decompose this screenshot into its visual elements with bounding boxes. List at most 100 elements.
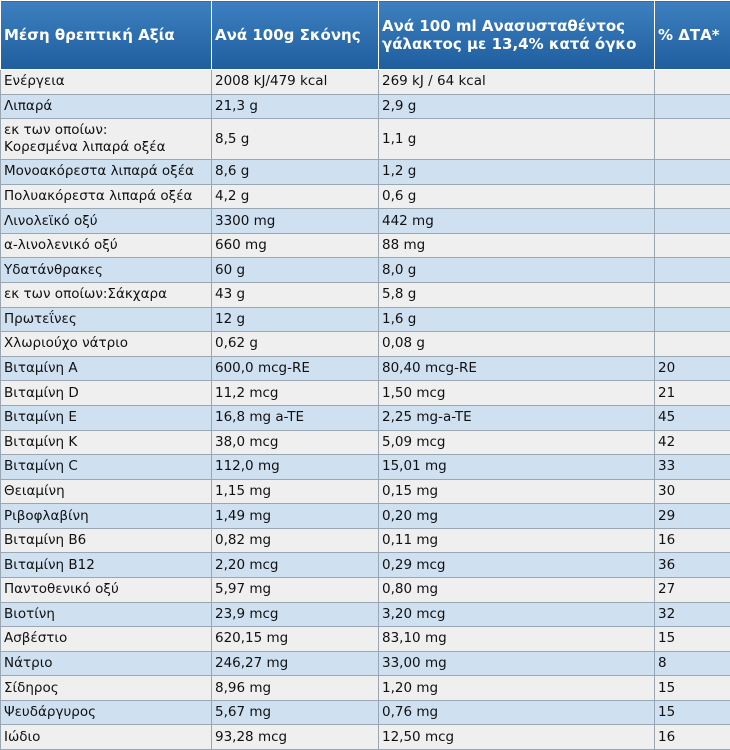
table-cell: 16	[654, 724, 730, 750]
table-cell: 93,28 mcg	[211, 724, 379, 750]
table-cell: Ριβοφλαβίνη	[0, 503, 212, 529]
table-row: Ενέργεια 2008 kJ/479 kcal 269 kJ / 64 kcal	[0, 69, 730, 95]
table-cell: 23,9 mcg	[211, 601, 379, 628]
table-cell: Ψευδάργυρος	[0, 699, 212, 726]
table-cell: 20	[654, 355, 730, 382]
table-cell: 1,6 g	[378, 306, 655, 333]
table-row: Βιοτίνη 23,9 mcg 3,20 mcg 32	[0, 601, 730, 628]
table-cell: Βιταμίνη K	[0, 429, 212, 456]
table-cell: 36	[654, 552, 730, 578]
table-cell: 33,00 mg	[378, 650, 655, 677]
table-cell: 30	[654, 478, 730, 505]
table-cell	[654, 93, 730, 120]
table-cell: 0,20 mg	[378, 503, 655, 529]
table-cell: 32	[654, 601, 730, 628]
table-cell: Θειαμίνη	[0, 478, 212, 505]
table-cell: 0,29 mcg	[378, 552, 655, 578]
table-row: Βιταμίνη B12 2,20 mcg 0,29 mcg 36	[0, 552, 730, 578]
table-cell: Ιώδιο	[0, 724, 212, 750]
table-cell	[654, 69, 730, 95]
table-cell	[654, 159, 730, 185]
table-cell	[654, 118, 730, 161]
table-cell: 15,01 mg	[378, 454, 655, 480]
table-cell: 2008 kJ/479 kcal	[211, 69, 379, 95]
table-cell: Νάτριο	[0, 650, 212, 677]
table-cell: 600,0 mcg-RE	[211, 355, 379, 382]
table-cell: 112,0 mg	[211, 454, 379, 480]
table-row: α-λινολενικό οξύ 660 mg 88 mg	[0, 232, 730, 259]
table-cell: 1,15 mg	[211, 478, 379, 505]
table-cell: 2,20 mcg	[211, 552, 379, 578]
table-cell: 8,5 g	[211, 118, 379, 161]
table-row: Λιπαρά 21,3 g 2,9 g	[0, 93, 730, 120]
table-cell: 0,80 mg	[378, 576, 655, 603]
table-row: Πρωτεΐνες 12 g 1,6 g	[0, 306, 730, 333]
table-cell: 80,40 mcg-RE	[378, 355, 655, 382]
table-cell: 33	[654, 454, 730, 480]
header-cell: Μέση θρεπτική Αξία	[0, 0, 212, 70]
table-cell: Πρωτεΐνες	[0, 306, 212, 333]
table-cell: 21	[654, 380, 730, 406]
header-cell: % ΔΤΑ*	[654, 0, 730, 70]
table-cell: 3300 mg	[211, 208, 379, 234]
table-row: Πολυακόρεστα λιπαρά οξέα 4,2 g 0,6 g	[0, 183, 730, 210]
table-cell	[654, 257, 730, 284]
table-cell: Βιταμίνη D	[0, 380, 212, 406]
table-cell: 16	[654, 527, 730, 554]
table-row: Ασβέστιο 620,15 mg 83,10 mg 15	[0, 626, 730, 652]
table-cell: εκ των οποίων:Σάκχαρα	[0, 282, 212, 308]
table-row: Βιταμίνη A 600,0 mcg-RE 80,40 mcg-RE 20	[0, 355, 730, 382]
table-cell	[654, 282, 730, 308]
table-cell: 88 mg	[378, 232, 655, 259]
table-cell: Λιπαρά	[0, 93, 212, 120]
table-row: Βιταμίνη B6 0,82 mg 0,11 mg 16	[0, 527, 730, 554]
table-cell: 42	[654, 429, 730, 456]
table-row: Βιταμίνη E 16,8 mg a-TE 2,25 mg-a-TE 45	[0, 404, 730, 431]
table-row: Νάτριο 246,27 mg 33,00 mg 8	[0, 650, 730, 677]
table-cell: 60 g	[211, 257, 379, 284]
table-row: Χλωριούχο νάτριο 0,62 g 0,08 g	[0, 331, 730, 357]
table-row: Ριβοφλαβίνη 1,49 mg 0,20 mg 29	[0, 503, 730, 529]
table-row: Υδατάνθρακες 60 g 8,0 g	[0, 257, 730, 284]
table-cell: 3,20 mcg	[378, 601, 655, 628]
table-cell: Μονοακόρεστα λιπαρά οξέα	[0, 159, 212, 185]
table-row: Βιταμίνη D 11,2 mcg 1,50 mcg 21	[0, 380, 730, 406]
table-cell: 8	[654, 650, 730, 677]
table-cell: 2,9 g	[378, 93, 655, 120]
table-cell	[654, 208, 730, 234]
table-cell	[654, 306, 730, 333]
table-cell: α-λινολενικό οξύ	[0, 232, 212, 259]
table-cell: 0,62 g	[211, 331, 379, 357]
table-cell: 246,27 mg	[211, 650, 379, 677]
table-cell: 5,97 mg	[211, 576, 379, 603]
table-row: Σίδηρος 8,96 mg 1,20 mg 15	[0, 675, 730, 701]
table-cell	[654, 232, 730, 259]
table-row: εκ των οποίων: Κορεσμένα λιπαρά οξέα 8,5 …	[0, 118, 730, 161]
table-cell: 2,25 mg-a-TE	[378, 404, 655, 431]
table-cell: Χλωριούχο νάτριο	[0, 331, 212, 357]
table-cell: 8,96 mg	[211, 675, 379, 701]
table-cell: 1,49 mg	[211, 503, 379, 529]
table-cell: Ασβέστιο	[0, 626, 212, 652]
table-cell: 1,2 g	[378, 159, 655, 185]
table-cell: 43 g	[211, 282, 379, 308]
table-cell: 0,08 g	[378, 331, 655, 357]
header-row: Μέση θρεπτική Αξία Ανά 100g Σκόνης Ανά 100…	[0, 0, 730, 70]
table-cell: 15	[654, 675, 730, 701]
table-header: Μέση θρεπτική Αξία Ανά 100g Σκόνης Ανά 100…	[0, 0, 730, 70]
table-cell: εκ των οποίων: Κορεσμένα λιπαρά οξέα	[0, 118, 212, 161]
table-row: Μονοακόρεστα λιπαρά οξέα 8,6 g 1,2 g	[0, 159, 730, 185]
table-cell: 12 g	[211, 306, 379, 333]
table-cell: 45	[654, 404, 730, 431]
table-cell: Υδατάνθρακες	[0, 257, 212, 284]
table-cell: 29	[654, 503, 730, 529]
table-cell: Ενέργεια	[0, 69, 212, 95]
table-cell: 38,0 mcg	[211, 429, 379, 456]
header-cell: Ανά 100g Σκόνης	[211, 0, 379, 70]
table-cell: Βιταμίνη B12	[0, 552, 212, 578]
table-cell: Λινολεϊκό οξύ	[0, 208, 212, 234]
table-cell: 21,3 g	[211, 93, 379, 120]
table-row: Βιταμίνη K 38,0 mcg 5,09 mcg 42	[0, 429, 730, 456]
table-cell: 4,2 g	[211, 183, 379, 210]
table-cell: 15	[654, 699, 730, 726]
